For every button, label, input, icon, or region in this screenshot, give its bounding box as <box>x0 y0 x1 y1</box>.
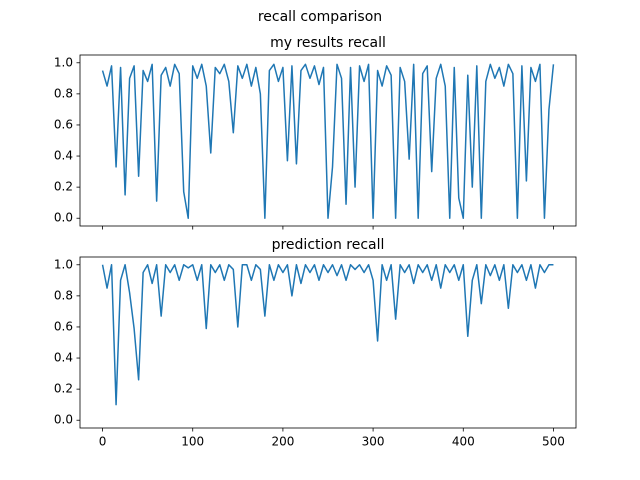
figure-title: recall comparison <box>258 9 382 25</box>
axes-frame <box>79 54 577 227</box>
y-tick-label: 1.0 <box>54 55 73 69</box>
x-tick-label: 300 <box>362 435 385 449</box>
axes-title: prediction recall <box>272 237 385 253</box>
y-tick-label: 0.0 <box>54 413 73 427</box>
y-tick-label: 0.6 <box>54 319 73 333</box>
x-tick-label: 200 <box>271 435 294 449</box>
y-tick-label: 0.8 <box>54 288 73 302</box>
x-tick-label: 500 <box>542 435 565 449</box>
x-tick-label: 400 <box>452 435 475 449</box>
axes-title: my results recall <box>270 35 386 51</box>
y-tick-label: 0.4 <box>54 351 73 365</box>
data-line <box>101 63 555 219</box>
x-tick-label: 0 <box>99 435 107 449</box>
y-tick-label: 0.2 <box>54 180 73 194</box>
axes-frame <box>79 256 577 429</box>
y-tick-label: 0.2 <box>54 382 73 396</box>
y-tick-label: 0.6 <box>54 117 73 131</box>
data-line <box>101 264 554 406</box>
x-tick-label: 100 <box>181 435 204 449</box>
y-tick-label: 0.8 <box>54 86 73 100</box>
y-tick-label: 0.4 <box>54 149 73 163</box>
y-tick-label: 1.0 <box>54 257 73 271</box>
y-tick-label: 0.0 <box>54 211 73 225</box>
